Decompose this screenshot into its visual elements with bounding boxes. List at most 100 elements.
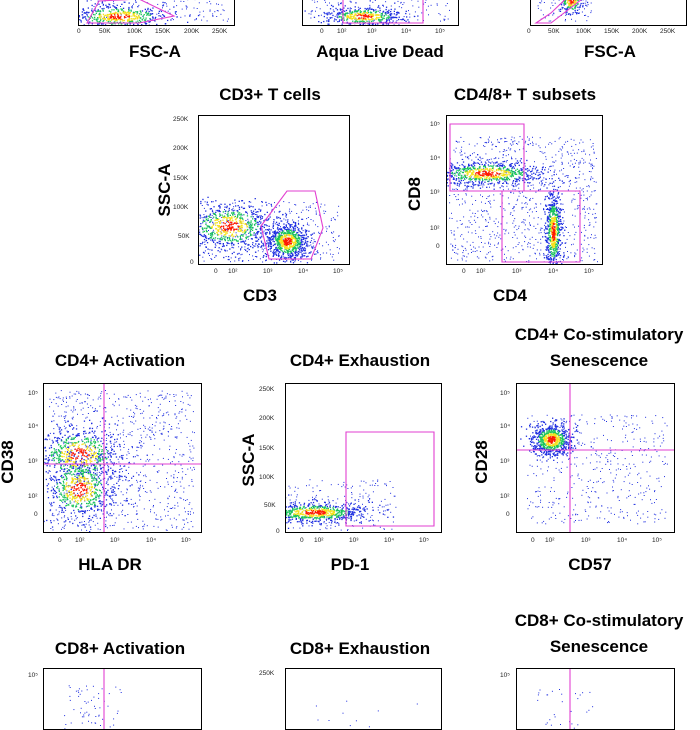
tick: 150K — [155, 28, 170, 35]
plot-cd4-exhaustion — [285, 383, 442, 533]
y-axis-label: CD38 — [0, 432, 18, 492]
scatter-cd8-costim — [517, 669, 674, 729]
tick: 100K — [173, 204, 188, 211]
plot-top-middle — [302, 0, 459, 26]
x-axis-label: CD57 — [560, 555, 620, 575]
tick: 10² — [430, 225, 439, 232]
tick: 10³ — [110, 537, 119, 544]
scatter-cd4-activation — [44, 384, 201, 532]
tick: 10⁴ — [430, 155, 440, 162]
tick: 250K — [212, 28, 227, 35]
tick: 10⁵ — [584, 268, 594, 275]
x-axis-label: HLA DR — [65, 555, 155, 575]
tick: 100K — [576, 28, 591, 35]
panel-title: CD3+ T cells — [185, 84, 355, 106]
tick: 250K — [259, 670, 274, 677]
tick: 10³ — [349, 537, 358, 544]
panel-title: Senescence — [494, 350, 700, 372]
cd38-high-population — [44, 410, 148, 499]
tick: 10⁵ — [500, 672, 510, 679]
tick: 0 — [531, 537, 535, 544]
tick: 10⁴ — [617, 537, 627, 544]
panel-title: CD8+ Co-stimulatory — [494, 610, 700, 632]
tick: 10² — [545, 537, 554, 544]
tick: 100K — [259, 474, 274, 481]
tick: 10² — [476, 268, 485, 275]
tick: 10³ — [28, 458, 37, 465]
scatter-cd3 — [199, 116, 349, 264]
tick: 10⁵ — [28, 390, 38, 397]
panel-title: CD4+ Exhaustion — [270, 350, 450, 372]
tick: 10³ — [367, 28, 376, 35]
tick: 10² — [28, 493, 37, 500]
y-axis-label: CD28 — [472, 432, 492, 492]
plot-cd8-costim — [516, 668, 675, 730]
tick: 10⁵ — [333, 268, 343, 275]
tick: 10² — [500, 493, 509, 500]
cd28-positive-population — [520, 418, 592, 462]
tick: 10⁵ — [419, 537, 429, 544]
tick: 10² — [314, 537, 323, 544]
scatter-top-left — [79, 0, 234, 25]
tick: 10² — [337, 28, 346, 35]
sparse-events — [49, 390, 195, 531]
sparse-events — [527, 415, 668, 525]
panel-title: CD4+ Co-stimulatory — [494, 324, 700, 346]
tick: 10³ — [500, 458, 509, 465]
plot-cd8-exhaustion — [285, 668, 442, 730]
tick: 150K — [173, 175, 188, 182]
panel-title: Senescence — [494, 636, 700, 658]
scatter-cd8-activation — [44, 669, 201, 729]
plot-cd8-activation — [43, 668, 202, 730]
scatter-top-right — [531, 0, 686, 25]
tick: 10⁴ — [146, 537, 156, 544]
tick: 100K — [127, 28, 142, 35]
x-axis-label: PD-1 — [320, 555, 380, 575]
scatter-cd4-exhaustion — [286, 384, 441, 532]
x-axis-label: FSC-A — [555, 42, 665, 62]
tick: 200K — [632, 28, 647, 35]
y-axis-label: CD8 — [405, 164, 425, 224]
tick: 50K — [178, 233, 190, 240]
tick: 50K — [548, 28, 560, 35]
x-axis-label: CD4 — [480, 286, 540, 306]
scatter-cd48 — [447, 116, 602, 264]
tick: 10⁵ — [28, 672, 38, 679]
tick: 10⁴ — [28, 423, 38, 430]
tick: 0 — [58, 537, 62, 544]
tick: 0 — [300, 537, 304, 544]
tick: 10³ — [430, 189, 439, 196]
tick: 10² — [228, 268, 237, 275]
tick: 0 — [506, 511, 510, 518]
tick: 50K — [99, 28, 111, 35]
x-axis-label: CD3 — [230, 286, 290, 306]
live-cell-population — [305, 0, 419, 25]
tick: 250K — [173, 116, 188, 123]
tick: 10⁵ — [435, 28, 445, 35]
plot-cd4-costim — [516, 383, 675, 533]
sparse-events — [64, 685, 122, 729]
plot-cd48 — [446, 115, 603, 265]
singlet-population — [556, 0, 589, 16]
plot-top-left — [78, 0, 235, 26]
tick: 10⁴ — [298, 268, 308, 275]
panel-title: CD4+ Activation — [30, 350, 210, 372]
tick: 10³ — [581, 537, 590, 544]
plot-top-right — [530, 0, 687, 26]
tick: 10⁵ — [652, 537, 662, 544]
tick: 250K — [660, 28, 675, 35]
tick: 150K — [604, 28, 619, 35]
gate — [502, 191, 580, 262]
cd8-population — [447, 154, 575, 193]
tick: 0 — [527, 28, 531, 35]
tick: 50K — [264, 502, 276, 509]
scatter-top-middle — [303, 0, 458, 25]
tick: 200K — [173, 145, 188, 152]
tick: 0 — [462, 268, 466, 275]
tick: 10⁴ — [500, 423, 510, 430]
x-axis-label: FSC-A — [100, 42, 210, 62]
pd1-population — [286, 497, 394, 529]
panel-title: CD8+ Exhaustion — [270, 638, 450, 660]
tick: 0 — [276, 528, 280, 535]
tick: 10⁵ — [430, 121, 440, 128]
